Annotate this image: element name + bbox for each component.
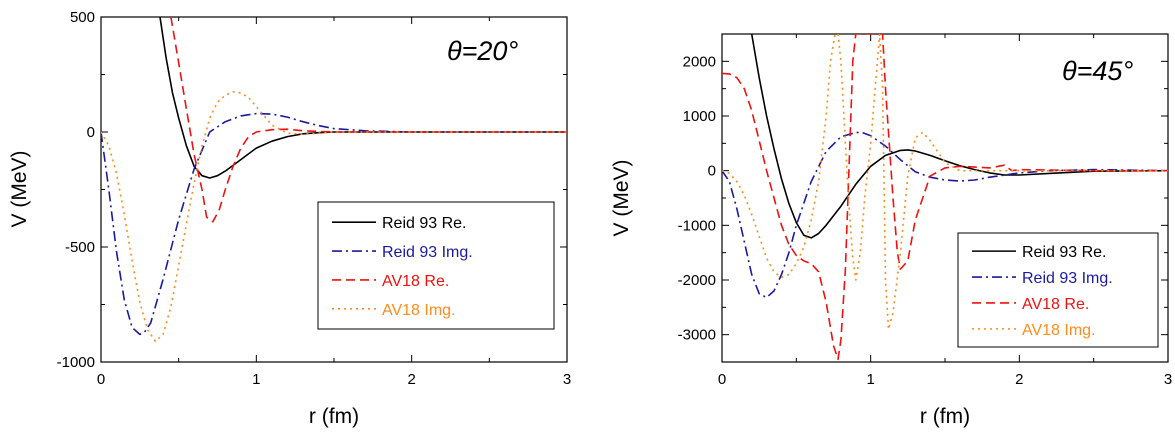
chart-panel-theta-45: 0 1 2 3 -3000 -2000 -1000 0 1000 2000 θ=45° r (fm… <box>610 33 1172 428</box>
x-tick-label: 1 <box>866 371 874 388</box>
legend-box <box>957 232 1159 348</box>
y-tick-label: 500 <box>70 9 95 26</box>
series-line <box>722 131 1168 299</box>
x-tick-label: 2 <box>407 371 415 388</box>
x-tick-label: 0 <box>97 371 105 388</box>
y-tick-label: 0 <box>708 163 716 180</box>
y-axis-title: V (MeV) <box>610 159 633 236</box>
legend: Reid 93 Re. Reid 93 Img. AV18 Re. AV18 Img. <box>957 232 1159 348</box>
y-axis-title: V (MeV) <box>8 150 31 227</box>
legend: Reid 93 Re. Reid 93 Img. AV18 Re. AV18 Img. <box>317 201 555 330</box>
y-tick-label: -1000 <box>678 217 716 234</box>
legend-label: AV18 Img. <box>382 302 456 319</box>
legend-label: Reid 93 Re. <box>382 215 467 232</box>
y-tick-label: 0 <box>87 124 95 141</box>
y-tick-label: -1000 <box>57 354 95 371</box>
legend-box <box>317 201 555 330</box>
x-tick-label: 0 <box>718 371 726 388</box>
y-tick-label: 1000 <box>683 108 716 125</box>
angle-annotation: θ=45° <box>1062 56 1133 86</box>
series-line <box>101 112 567 336</box>
series-line <box>750 34 1168 239</box>
x-axis-title: r (fm) <box>920 405 970 428</box>
x-tick-label: 2 <box>1015 371 1023 388</box>
chart-panel-theta-20: 0 1 2 3 -1000 -500 0 500 θ=20° r (fm) V (MeV) R… <box>8 9 571 428</box>
angle-annotation: θ=20° <box>447 36 518 66</box>
legend-label: AV18 Re. <box>382 273 449 290</box>
y-tick-label: -500 <box>65 239 95 256</box>
y-tick-label: -2000 <box>678 272 716 289</box>
y-tick-label: 2000 <box>683 53 716 70</box>
series-line <box>170 17 567 223</box>
series-line <box>722 34 1168 330</box>
legend-label: Reid 93 Img. <box>382 244 473 261</box>
y-tick-label: -3000 <box>678 327 716 344</box>
x-tick-label: 3 <box>1164 371 1172 388</box>
legend-label: AV18 Re. <box>1022 296 1089 313</box>
series-line <box>722 34 1168 361</box>
legend-label: Reid 93 Re. <box>1022 244 1107 261</box>
x-axis-title: r (fm) <box>309 405 359 428</box>
legend-label: AV18 Img. <box>1022 322 1096 339</box>
x-tick-label: 3 <box>563 371 571 388</box>
x-tick-label: 1 <box>252 371 260 388</box>
legend-label: Reid 93 Img. <box>1022 270 1113 287</box>
